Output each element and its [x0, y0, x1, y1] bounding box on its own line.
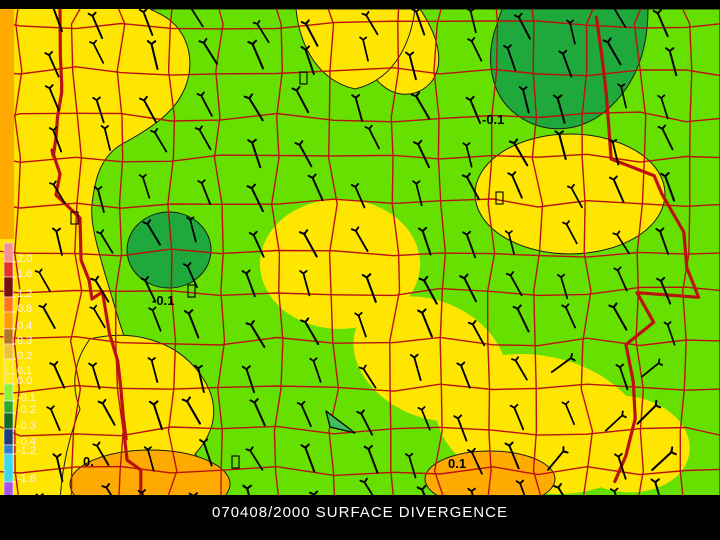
svg-text:-0.1: -0.1 — [17, 392, 36, 404]
svg-text:0.0: 0.0 — [17, 375, 32, 387]
svg-text:0.1: 0.1 — [448, 456, 466, 471]
svg-text:-1.2: -1.2 — [17, 445, 36, 457]
svg-text:-0.1: -0.1 — [482, 112, 504, 127]
svg-text:2.0: 2.0 — [17, 253, 32, 265]
svg-text:0.: 0. — [83, 454, 94, 469]
svg-text:1.2: 1.2 — [17, 288, 32, 300]
svg-text:0.8: 0.8 — [17, 303, 32, 315]
svg-text:-0.3: -0.3 — [17, 420, 36, 432]
svg-text:0.4: 0.4 — [17, 320, 32, 332]
svg-text:0.2: 0.2 — [17, 350, 32, 362]
svg-text:-0.1: -0.1 — [152, 293, 174, 308]
svg-text:-1.6: -1.6 — [17, 473, 36, 485]
svg-text:-0.2: -0.2 — [17, 404, 36, 416]
svg-text:1.6: 1.6 — [17, 268, 32, 280]
svg-text:0.3: 0.3 — [17, 335, 32, 347]
